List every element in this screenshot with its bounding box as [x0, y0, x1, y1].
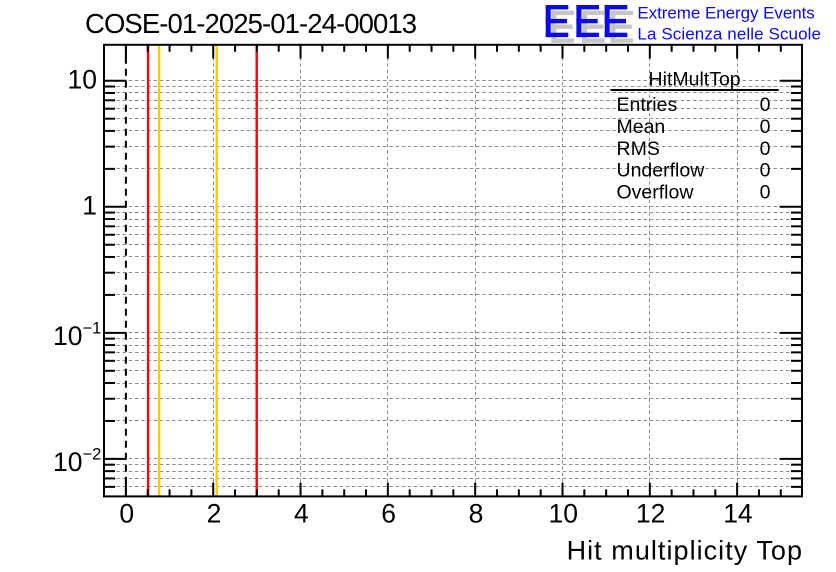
svg-text:Hit multiplicity Top: Hit multiplicity Top — [567, 536, 802, 566]
svg-text:0: 0 — [119, 498, 134, 528]
svg-text:2: 2 — [207, 498, 222, 528]
svg-text:14: 14 — [723, 498, 752, 528]
svg-text:10: 10 — [53, 321, 82, 351]
svg-text:4: 4 — [294, 498, 309, 528]
svg-text:Overflow: Overflow — [617, 182, 695, 204]
svg-text:8: 8 — [469, 498, 484, 528]
svg-text:0: 0 — [760, 160, 771, 182]
svg-text:−2: −2 — [83, 446, 102, 464]
svg-text:La Scienza nelle Scuole: La Scienza nelle Scuole — [637, 24, 821, 43]
svg-text:Underflow: Underflow — [617, 160, 706, 182]
svg-text:10: 10 — [53, 447, 82, 477]
svg-text:RMS: RMS — [617, 138, 660, 160]
svg-text:1: 1 — [82, 190, 97, 220]
svg-text:Mean: Mean — [617, 116, 666, 138]
svg-text:10: 10 — [549, 498, 578, 528]
svg-text:Entries: Entries — [617, 94, 678, 116]
svg-text:0: 0 — [760, 94, 771, 116]
svg-text:10: 10 — [68, 64, 97, 94]
svg-text:HitMultTop: HitMultTop — [649, 68, 741, 90]
svg-text:12: 12 — [636, 498, 665, 528]
svg-text:−1: −1 — [83, 320, 102, 338]
svg-text:0: 0 — [760, 138, 771, 160]
svg-text:Extreme Energy Events: Extreme Energy Events — [637, 4, 814, 23]
svg-text:0: 0 — [760, 182, 771, 204]
svg-text:0: 0 — [760, 116, 771, 138]
svg-text:6: 6 — [381, 498, 396, 528]
svg-text:COSE-01-2025-01-24-00013: COSE-01-2025-01-24-00013 — [85, 8, 417, 39]
